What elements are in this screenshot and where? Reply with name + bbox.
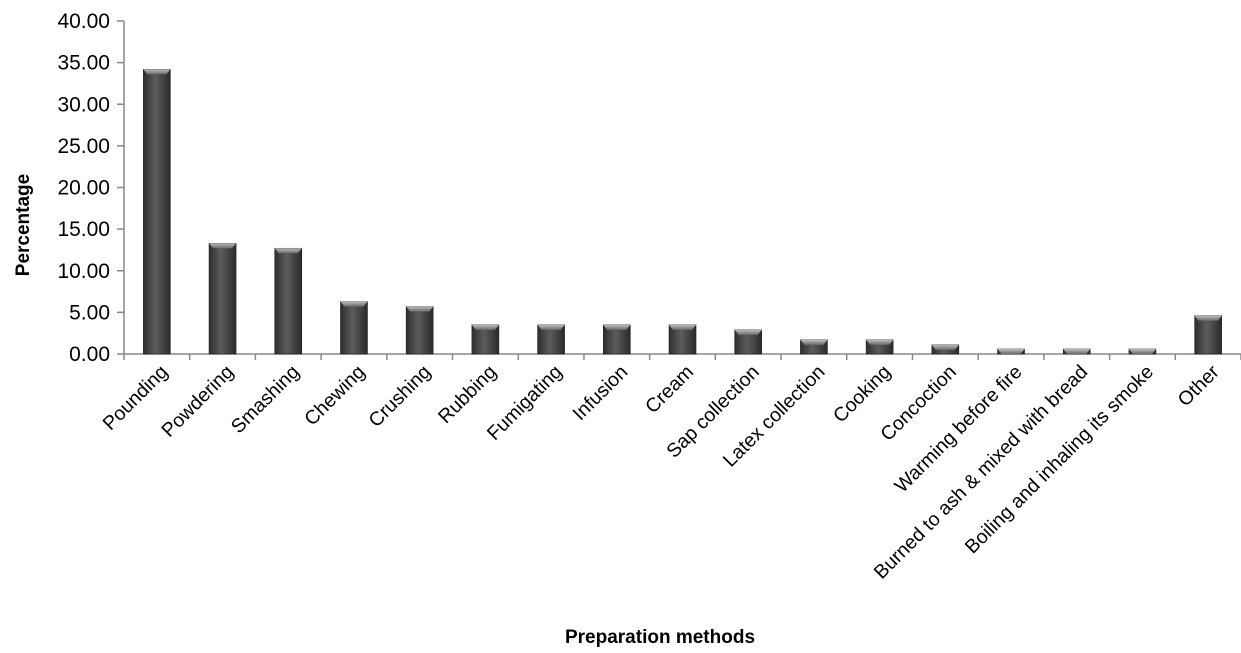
bar (1128, 348, 1157, 355)
bar-body (208, 242, 237, 355)
bar-cap (1128, 349, 1156, 355)
bar (668, 324, 697, 355)
bar (800, 339, 828, 355)
bar (405, 306, 434, 355)
bar-body (143, 68, 171, 355)
x-tick-label: Powdering (157, 361, 238, 442)
y-tick-label: 5.00 (69, 301, 110, 324)
y-tick-label: 30.00 (57, 93, 110, 116)
x-tick-label: Cream (641, 361, 698, 418)
bar-body (405, 306, 434, 355)
x-axis-title: Preparation methods (565, 627, 755, 648)
bar (340, 301, 368, 355)
bar-cap (734, 329, 762, 335)
y-tick-label: 20.00 (57, 177, 110, 200)
x-tick-label: Crushing (364, 361, 435, 432)
bar (734, 329, 763, 355)
bar-cap (1063, 349, 1091, 355)
y-axis: 0.00 5.00 10.00 15.00 20.00 25.00 30.00 35.00 40… (57, 10, 125, 366)
y-tick-label: 35.00 (57, 52, 110, 75)
x-tick-label: Rubbing (434, 361, 501, 428)
bar-body (340, 301, 368, 355)
x-tick-label: Smashing (227, 361, 304, 438)
bar-cap (340, 301, 368, 307)
category-labels: PoundingPowderingSmashingChewingCrushing… (99, 361, 1224, 584)
y-tick-label: 25.00 (57, 135, 110, 158)
x-axis (123, 353, 1241, 360)
y-tick-label: 10.00 (57, 260, 110, 283)
bar-cap (931, 344, 959, 350)
bar-cap (1194, 315, 1222, 321)
bar (143, 68, 171, 355)
y-tick-label: 15.00 (57, 218, 110, 241)
bar (865, 339, 894, 355)
bar (1194, 315, 1222, 355)
bar-body (274, 247, 303, 355)
bar (931, 344, 960, 355)
y-axis-title: Percentage (13, 174, 34, 276)
y-tick-label: 0.00 (69, 343, 110, 366)
bar-cap (669, 324, 696, 330)
bar-cap (471, 324, 499, 330)
x-tick-label: Other (1174, 361, 1224, 411)
x-tick-label: Chewing (300, 361, 369, 430)
bar-cap (406, 306, 434, 312)
bar (537, 324, 565, 355)
bars (143, 68, 1222, 355)
x-tick-label: Infusion (568, 361, 632, 425)
bar-cap (603, 324, 631, 330)
bar-cap (866, 339, 894, 345)
bar (208, 242, 237, 355)
bar (1062, 348, 1091, 355)
bar-cap (274, 248, 302, 254)
bar-cap (537, 324, 565, 330)
bar (602, 324, 631, 355)
bar-cap (800, 339, 828, 345)
bar (997, 348, 1025, 355)
y-tick-label: 40.00 (57, 10, 110, 33)
bar-cap (209, 243, 237, 249)
bar (471, 324, 500, 355)
bar-body (1194, 315, 1222, 355)
x-tick-label: Cooking (829, 361, 895, 427)
x-tick-label: Warming before fire (890, 361, 1026, 497)
bar-cap (143, 69, 171, 75)
bar-cap (997, 349, 1025, 355)
bar (274, 247, 303, 355)
